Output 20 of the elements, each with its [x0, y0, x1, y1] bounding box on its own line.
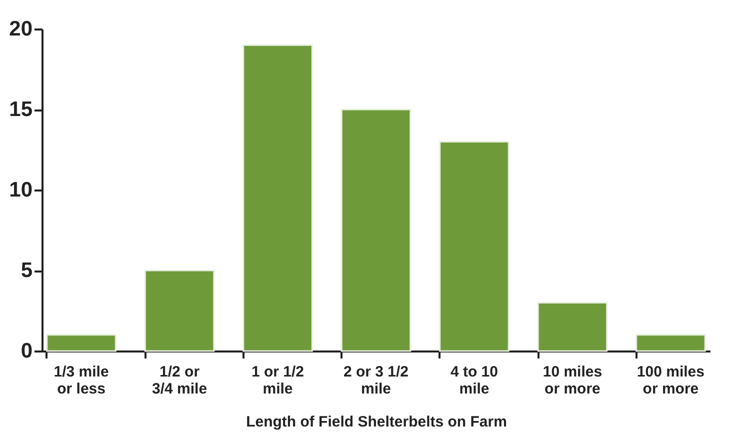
y-tick-label: 5 [20, 259, 33, 282]
y-tick-label: 15 [9, 98, 33, 121]
x-tick-label: 1/2 or 3/4 mile [152, 364, 208, 398]
y-tick-label: 10 [9, 178, 32, 202]
x-tick-label: 2 or 3 1/2 mile [343, 364, 409, 398]
y-tick-label: 0 [20, 340, 32, 362]
x-tick-label: 4 to 10 mile [450, 364, 498, 398]
bar [46, 334, 116, 352]
x-axis-title: Length of Field Shelterbelts on Farm [246, 414, 507, 430]
x-tick-label: 1 or 1/2 mile [252, 364, 304, 398]
x-tick-label: 1/3 mile or less [54, 364, 109, 398]
bar [537, 302, 608, 352]
bar [636, 334, 706, 352]
bar [242, 44, 313, 352]
bar [144, 270, 215, 352]
x-tick-label: 10 miles or more [542, 364, 602, 398]
bar [439, 140, 510, 352]
y-tick-label: 20 [9, 18, 32, 40]
bar [340, 108, 412, 352]
x-tick-label: 100 miles or more [636, 364, 704, 398]
